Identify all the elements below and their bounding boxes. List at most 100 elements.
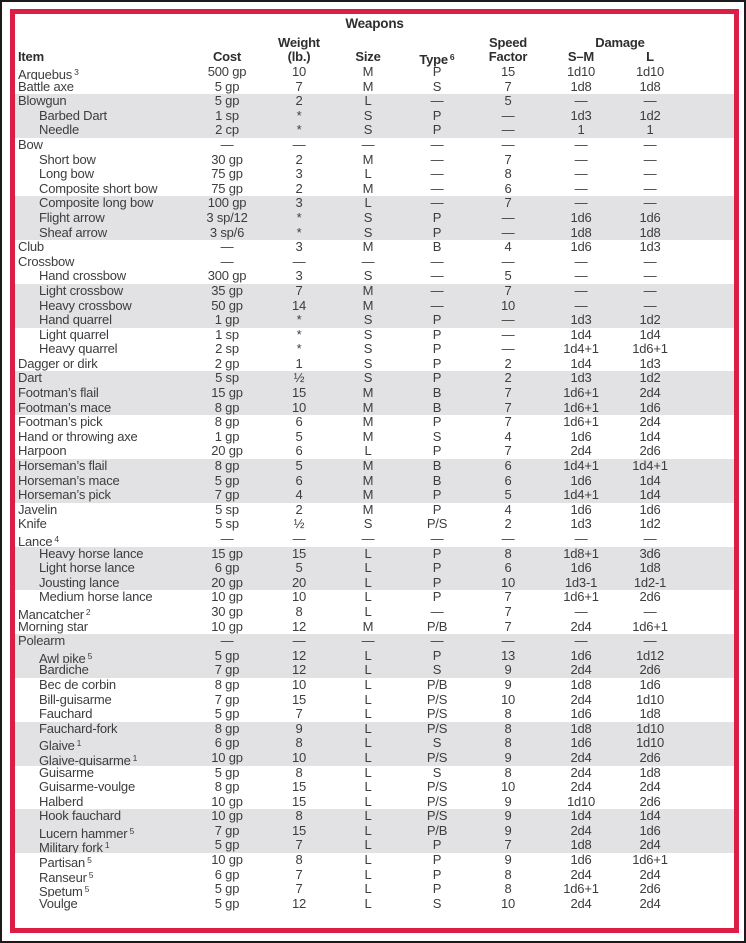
type-cell: S: [432, 662, 442, 678]
damage-l-cell: 1d4: [639, 472, 661, 488]
damage-sm-cell: —: [574, 253, 588, 269]
item-name: Arquebus: [18, 67, 73, 80]
table-row: Guisarme 5 gp 8 L S 8 2d4 1d8: [15, 765, 734, 781]
size-cell: L: [364, 720, 372, 736]
item-cell: Partisan 5: [15, 853, 183, 868]
cost-cell: 10 gp: [211, 749, 243, 765]
size-cell: L: [364, 676, 372, 692]
damage-l-cell: 2d4: [639, 866, 661, 882]
item-cell: Halberd: [15, 795, 183, 810]
item-name: Knife: [18, 517, 47, 532]
item-cell: Horseman’s mace: [15, 474, 183, 489]
damage-l-cell: 2d4: [639, 779, 661, 795]
table-row: Military fork 1 5 gp 7 L P 7 1d8 2d4: [15, 838, 734, 854]
item-cell: Light quarrel: [15, 328, 183, 343]
size-cell: S: [363, 516, 373, 532]
damage-l-cell: 1d4: [639, 808, 661, 824]
damage-l-cell: 1: [646, 122, 654, 138]
cost-cell: 1 gp: [214, 428, 240, 444]
table-row: Footman’s mace 8 gp 10 M B 7 1d6+1 1d6: [15, 399, 734, 416]
cost-cell: 8 gp: [214, 676, 240, 692]
item-cell: Long bow: [15, 167, 183, 182]
cost-cell: 15 gp: [211, 385, 243, 401]
cost-cell: 8 gp: [214, 414, 240, 430]
weight-cell: 6: [295, 414, 303, 430]
speed-factor-cell: —: [501, 122, 515, 138]
item-name: Guisarme: [39, 765, 94, 780]
damage-sm-cell: 1d4: [570, 808, 592, 824]
cost-cell: 7 gp: [214, 691, 240, 707]
damage-sm-cell: —: [574, 136, 588, 152]
item-cell: Hand crossbow: [15, 269, 183, 284]
table-row: Horseman’s pick 7 gp 4 M P 5 1d4+1 1d4: [15, 488, 734, 503]
item-name: Mancatcher: [18, 606, 84, 620]
speed-factor-cell: 9: [504, 793, 512, 809]
type-cell: —: [430, 253, 444, 269]
size-cell: M: [362, 428, 374, 444]
type-cell: P: [432, 107, 442, 123]
damage-sm-cell: 1d3: [570, 370, 592, 386]
size-cell: S: [363, 268, 373, 284]
speed-factor-cell: 7: [504, 195, 512, 211]
damage-sm-cell: —: [574, 268, 588, 284]
item-cell: Composite short bow: [15, 182, 183, 197]
cost-cell: 10 gp: [211, 618, 243, 634]
item-footnote-sup: 5: [84, 884, 90, 895]
item-cell: Composite long bow: [15, 196, 183, 211]
weight-cell: 10: [291, 749, 307, 765]
type-cell: P: [432, 355, 442, 371]
weight-cell: 20: [291, 574, 307, 590]
size-cell: L: [364, 779, 372, 795]
weight-cell: 5: [295, 458, 303, 474]
damage-l-cell: —: [643, 282, 657, 298]
weight-cell: *: [296, 326, 302, 342]
speed-factor-cell: 8: [504, 720, 512, 736]
cost-cell: 2 sp: [215, 341, 239, 357]
type-cell: P: [432, 881, 442, 897]
speed-factor-cell: 15: [500, 64, 516, 79]
size-cell: L: [364, 706, 372, 722]
damage-sm-cell: 1d6: [570, 428, 592, 444]
speed-factor-cell: —: [501, 341, 515, 357]
item-cell: Jousting lance: [15, 576, 183, 591]
table-row: Horseman’s flail 8 gp 5 M B 6 1d4+1 1d4+…: [15, 458, 734, 474]
item-name: Composite long bow: [39, 196, 154, 211]
cost-cell: 8 gp: [214, 399, 240, 415]
item-name: Hand quarrel: [39, 313, 112, 328]
item-name: Sheaf arrow: [39, 225, 107, 240]
damage-sm-cell: 1d6: [570, 560, 592, 576]
type-cell: P: [432, 312, 442, 328]
weight-cell: 8: [295, 735, 303, 751]
item-cell: Fauchard: [15, 707, 183, 722]
type-cell: P/S: [426, 779, 448, 795]
size-cell: L: [364, 560, 372, 576]
item-name: Long bow: [39, 167, 94, 182]
damage-l-cell: 1d8: [639, 560, 661, 576]
type-cell: P: [432, 443, 442, 459]
item-name: Heavy horse lance: [39, 546, 144, 561]
speed-factor-cell: 8: [504, 545, 512, 561]
size-cell: L: [364, 662, 372, 678]
damage-l-cell: —: [643, 93, 657, 109]
item-name: Needle: [39, 123, 79, 138]
type-cell: —: [430, 136, 444, 152]
speed-factor-cell: 6: [504, 472, 512, 488]
type-cell: P: [432, 560, 442, 576]
weight-cell: *: [296, 341, 302, 357]
table-row: Long bow 75 gp 3 L — 8 — —: [15, 167, 734, 182]
table-row: Morning star 10 gp 12 M P/B 7 2d4 1d6+1: [15, 618, 734, 635]
item-name: Short bow: [39, 152, 96, 167]
speed-factor-cell: 7: [504, 603, 512, 619]
weight-cell: *: [296, 209, 302, 225]
size-cell: L: [364, 852, 372, 868]
size-cell: M: [362, 399, 374, 415]
speed-factor-cell: 2: [504, 370, 512, 386]
column-header-damage-sm: S–M: [567, 49, 595, 64]
damage-l-cell: 1d8: [639, 78, 661, 94]
item-cell: Battle axe: [15, 80, 183, 95]
cost-cell: 5 gp: [214, 472, 240, 488]
weight-cell: 15: [291, 822, 307, 838]
item-name: Barbed Dart: [39, 108, 107, 123]
item-cell: Lance 4: [15, 532, 183, 547]
cost-cell: 6 gp: [214, 866, 240, 882]
